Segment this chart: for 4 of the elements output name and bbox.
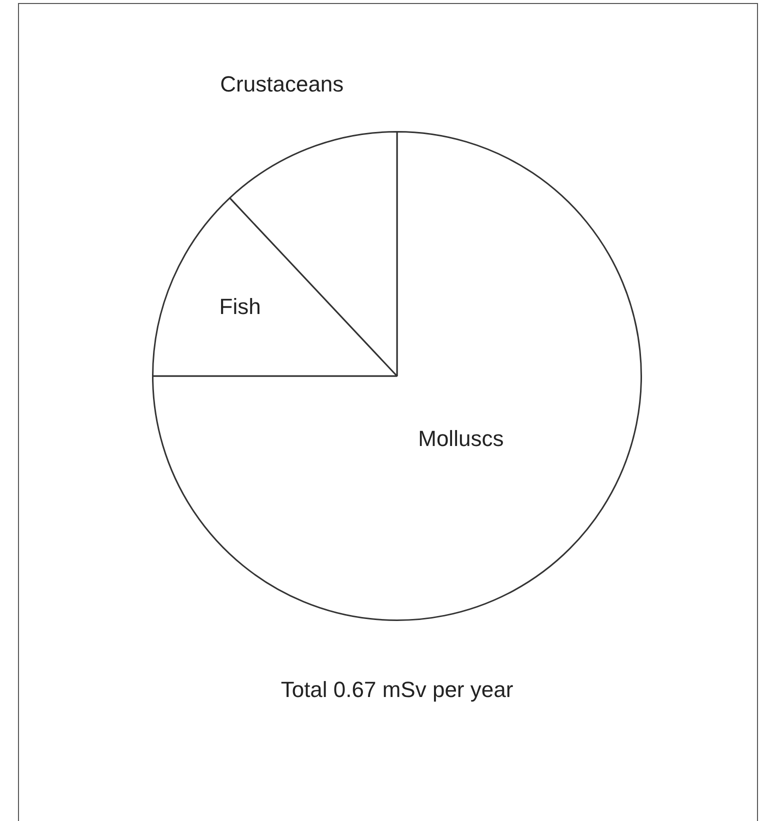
slice-label: Crustaceans — [220, 71, 344, 96]
text: Total 0.67 mSv per year — [280, 677, 514, 702]
slice-label: Molluscs — [418, 426, 504, 451]
slice-label: Fish — [219, 294, 261, 320]
